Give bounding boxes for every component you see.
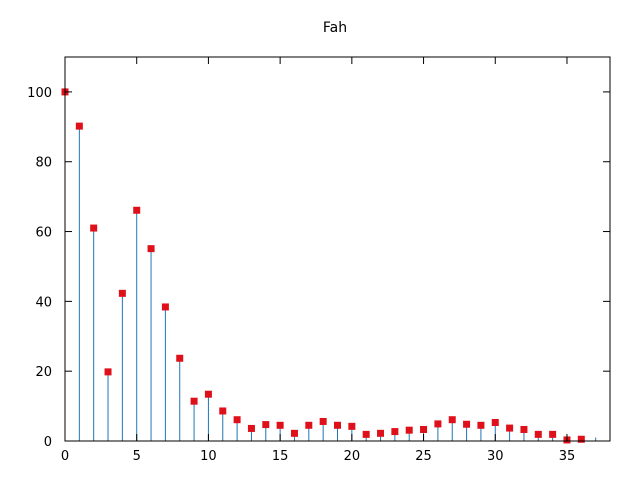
data-point [176, 354, 184, 362]
y-tick-label: 80 [35, 156, 52, 171]
data-point [477, 421, 485, 429]
data-point [420, 425, 428, 433]
plot-frame [64, 56, 611, 442]
data-point [448, 416, 456, 424]
data-point [319, 417, 327, 425]
data-point [233, 416, 241, 424]
data-point [262, 421, 270, 429]
data-point [90, 224, 98, 232]
data-point [147, 245, 155, 253]
data-point [190, 397, 198, 405]
data-point [290, 429, 298, 437]
data-point [247, 424, 255, 432]
data-point [161, 303, 169, 311]
data-point [534, 430, 542, 438]
data-point [348, 422, 356, 430]
data-point [520, 425, 528, 433]
data-point [118, 289, 126, 297]
data-point [104, 368, 112, 376]
data-point [362, 430, 370, 438]
axis-ticks [64, 57, 610, 442]
data-point [405, 426, 413, 434]
x-tick-label: 0 [61, 449, 69, 464]
impulse-lines [64, 91, 611, 441]
data-point [491, 418, 499, 426]
x-tick-label: 10 [200, 449, 217, 464]
data-point [75, 122, 83, 130]
x-tick-label: 20 [344, 449, 361, 464]
axis-tick-labels: 0 5 10 15 20 25 30 35 0 20 40 60 80 100 [27, 86, 575, 464]
data-markers [61, 88, 585, 444]
data-point [276, 421, 284, 429]
x-tick-label: 30 [487, 449, 504, 464]
data-point [219, 407, 227, 415]
y-tick-label: 0 [44, 435, 52, 450]
data-point [391, 428, 399, 436]
y-tick-label: 60 [35, 226, 52, 241]
y-tick-label: 100 [27, 86, 52, 101]
data-point [204, 390, 212, 398]
data-point [133, 206, 141, 214]
data-point [549, 430, 557, 438]
data-point [334, 421, 341, 429]
y-tick-label: 20 [35, 365, 52, 380]
data-point [377, 429, 385, 437]
x-tick-label: 25 [415, 449, 432, 464]
data-point [305, 421, 313, 429]
data-point [463, 420, 471, 428]
x-tick-label: 15 [272, 449, 289, 464]
data-point [506, 424, 514, 432]
x-tick-label: 5 [133, 449, 141, 464]
x-tick-label: 35 [559, 449, 576, 464]
data-point [434, 420, 442, 428]
chart-title: Fah [323, 20, 347, 36]
data-point [577, 435, 585, 443]
y-tick-label: 40 [35, 295, 52, 310]
